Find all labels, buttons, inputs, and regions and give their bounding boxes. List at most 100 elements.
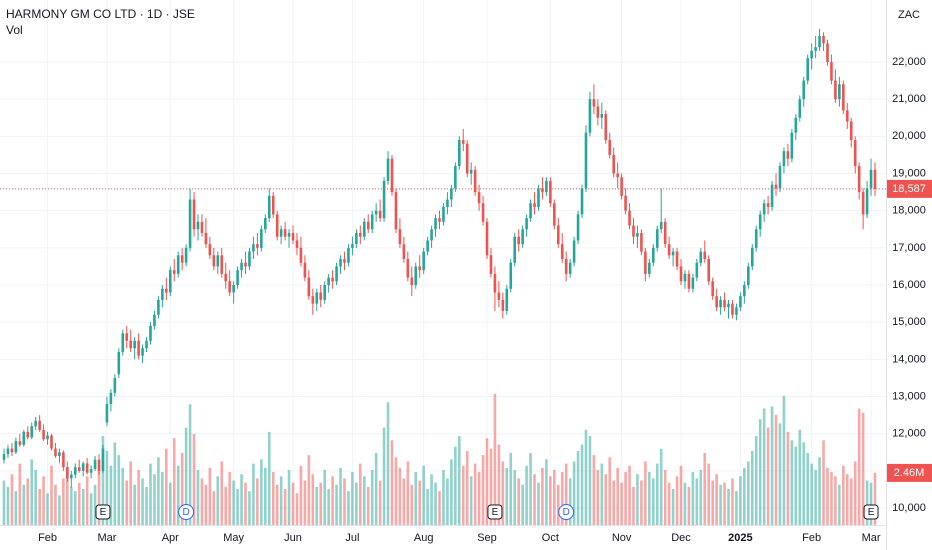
volume-bar [584, 429, 588, 525]
volume-bar [38, 489, 41, 525]
volume-bar [826, 467, 829, 525]
volume-bar [248, 491, 251, 525]
candle-body [323, 285, 326, 300]
volume-bar [54, 484, 57, 525]
candle-body [101, 448, 105, 471]
candle-body [667, 244, 671, 256]
volume-bar [370, 469, 374, 525]
volume-bar [129, 461, 132, 525]
candle-body [402, 244, 406, 260]
volume-bar [279, 476, 283, 525]
volume-bar [442, 469, 445, 525]
volume-bar [434, 482, 437, 525]
candle-body [465, 143, 469, 174]
candle-body [810, 50, 813, 59]
candle-body [632, 225, 635, 237]
candle-body [295, 240, 299, 248]
event-label: E [100, 507, 107, 518]
volume-bar [89, 493, 93, 525]
volume-bar [457, 436, 461, 525]
candle-body [794, 117, 798, 133]
volume-bar [93, 484, 97, 525]
volume-bar [545, 459, 548, 525]
volume-bar [572, 461, 576, 525]
candle-body [129, 340, 132, 349]
volume-bar [303, 480, 307, 525]
volume-bar [81, 489, 85, 525]
x-tick-label: Dec [671, 532, 691, 544]
volume-bar [394, 457, 398, 525]
volume-bar [655, 463, 659, 525]
candle-body [2, 454, 6, 460]
candle-body [180, 255, 184, 263]
volume-bar [509, 453, 513, 525]
volume-bar [446, 478, 449, 525]
volume-bar [632, 486, 635, 525]
volume-bar [842, 465, 845, 525]
candle-body [212, 255, 216, 267]
candle-body [719, 299, 722, 308]
earnings-marker [95, 504, 111, 520]
dividend-marker [558, 504, 575, 520]
volume-bar [366, 486, 370, 525]
volume-bar [204, 484, 208, 525]
candle-body [260, 229, 263, 248]
candle-body [97, 459, 101, 471]
candle-body [398, 229, 402, 245]
volume-bar [275, 484, 279, 525]
candle-body [192, 199, 196, 230]
volume-bar [616, 467, 619, 525]
candle-body [616, 173, 619, 178]
candle-body [537, 188, 540, 207]
candle-body [659, 221, 663, 230]
volume-bar [85, 476, 89, 525]
volume-bar [438, 491, 441, 525]
candle-body [477, 192, 481, 204]
volume-bar [137, 469, 140, 525]
candle-body [283, 229, 287, 237]
candle-body [473, 169, 477, 193]
volume-bar [66, 472, 69, 525]
volume-bar [810, 463, 813, 525]
candle-body [303, 262, 307, 278]
candle-body [430, 229, 433, 241]
volume-bar [97, 469, 101, 525]
volume-bar [236, 489, 239, 525]
candle-body [117, 351, 121, 375]
candle-body [814, 47, 817, 51]
candle-body [18, 441, 22, 445]
x-tick-label: Feb [38, 532, 57, 544]
volume-bar [232, 480, 235, 525]
volume-bar [145, 486, 148, 525]
candle-body [414, 266, 418, 286]
x-tick-label: Mar [97, 532, 116, 544]
volume-bar [818, 457, 821, 525]
candle-body [675, 251, 679, 267]
volume-bar [42, 476, 45, 525]
volume-bar [141, 478, 144, 525]
candle-body [50, 435, 53, 449]
candle-body [648, 262, 651, 274]
candle-body [481, 203, 485, 222]
candle-body [703, 251, 707, 260]
volume-bar [267, 431, 271, 525]
volume-bar [521, 484, 524, 525]
volume-bar [529, 453, 532, 525]
currency-label: ZAC [898, 9, 920, 21]
volume-bar [77, 482, 81, 525]
candle-body [14, 441, 18, 453]
volume-bar [695, 478, 699, 525]
event-label: D [183, 507, 190, 518]
candle-body [592, 99, 596, 107]
candle-body [454, 166, 457, 189]
volume-bar [319, 482, 323, 525]
volume-bar [335, 484, 338, 525]
volume-bar [691, 472, 695, 525]
volume-bar [568, 478, 572, 525]
volume-bar [188, 404, 192, 525]
earnings-marker [863, 504, 879, 520]
candle-body [125, 333, 129, 341]
candle-body [236, 270, 239, 286]
volume-bar [101, 436, 105, 525]
volume-bar [770, 406, 774, 525]
